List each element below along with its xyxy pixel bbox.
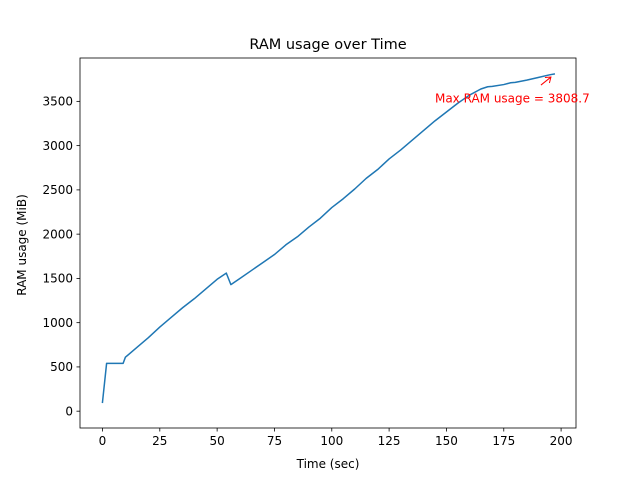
y-axis-ticks: 0 500 1000 1500 2000 2500 3000 3500 <box>42 95 80 418</box>
x-tick-label: 125 <box>378 434 401 448</box>
y-tick-label: 2000 <box>42 227 73 241</box>
chart-title: RAM usage over Time <box>249 37 406 53</box>
plot-area <box>79 57 577 429</box>
y-tick-label: 500 <box>50 360 73 374</box>
max-ram-annotation-text: Max RAM usage = 3808.7 <box>435 91 590 105</box>
x-tick-label: 25 <box>152 434 167 448</box>
x-tick-label: 100 <box>320 434 343 448</box>
series-layer <box>101 73 556 404</box>
x-tick-label: 150 <box>435 434 458 448</box>
x-tick-label: 200 <box>550 434 573 448</box>
y-tick-label: 2500 <box>42 183 73 197</box>
annotation-arrow-head <box>544 76 552 84</box>
y-tick-label: 3000 <box>42 139 73 153</box>
x-axis-ticks: 0 25 50 75 100 125 150 175 200 <box>99 428 573 448</box>
y-tick-label: 3500 <box>42 95 73 109</box>
x-tick-label: 50 <box>209 434 224 448</box>
y-tick-label: 0 <box>65 404 73 418</box>
y-tick-label: 1500 <box>42 272 73 286</box>
annotation-arrow-shaft <box>540 76 552 86</box>
y-axis-label: RAM usage (MiB) <box>15 194 29 296</box>
x-tick-label: 175 <box>492 434 515 448</box>
y-tick-label: 1000 <box>42 316 73 330</box>
x-axis-label: Time (sec) <box>296 457 360 471</box>
plot-frame <box>79 57 577 429</box>
x-tick-label: 0 <box>99 434 107 448</box>
annotation-layer: Max RAM usage = 3808.7 <box>435 76 590 105</box>
series-line <box>101 73 556 404</box>
x-tick-label: 75 <box>267 434 282 448</box>
